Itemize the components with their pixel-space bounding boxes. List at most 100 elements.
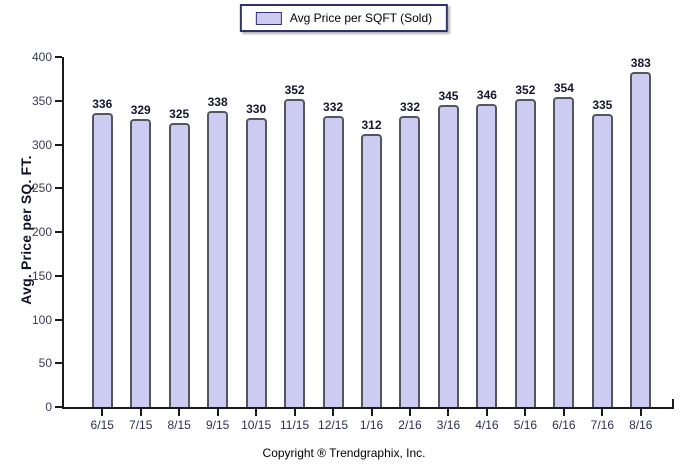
bar-value-label: 345 bbox=[438, 89, 459, 103]
y-tick-label: 400 bbox=[31, 50, 52, 64]
x-tick-label: 1/16 bbox=[359, 418, 384, 432]
bar-value-label: 335 bbox=[592, 98, 613, 112]
bar: 332 bbox=[399, 100, 421, 407]
y-tick bbox=[55, 187, 62, 190]
x-tick bbox=[255, 409, 258, 416]
y-tick-label: 200 bbox=[31, 225, 52, 239]
bar-slot: 338 9/15 bbox=[198, 57, 236, 432]
x-axis-end-tick bbox=[672, 399, 674, 407]
y-tick bbox=[55, 406, 62, 408]
x-tick bbox=[639, 409, 642, 416]
bar: 312 bbox=[361, 118, 383, 407]
bar-value-label: 354 bbox=[553, 81, 574, 95]
bar-value-label: 352 bbox=[284, 83, 305, 97]
y-tick bbox=[55, 318, 62, 321]
bar-slot: 346 4/16 bbox=[468, 57, 506, 432]
x-tick-label: 8/15 bbox=[167, 418, 191, 432]
bar-slot: 345 3/16 bbox=[429, 57, 467, 432]
bar-value-label: 325 bbox=[169, 107, 190, 121]
y-tick-label: 350 bbox=[31, 93, 52, 108]
bar: 352 bbox=[284, 83, 306, 407]
x-tick-label: 12/15 bbox=[318, 418, 349, 432]
y-tick bbox=[55, 99, 62, 102]
bar-value-label: 332 bbox=[323, 100, 344, 114]
x-tick-label: 2/16 bbox=[398, 418, 422, 432]
bar-slot: 354 6/16 bbox=[545, 57, 583, 432]
bar: 332 bbox=[322, 100, 344, 407]
y-tick-label: 150 bbox=[31, 268, 52, 283]
x-tick bbox=[178, 409, 181, 416]
x-tick-label: 11/15 bbox=[280, 418, 310, 432]
x-tick bbox=[447, 409, 450, 416]
bar-slot: 383 8/16 bbox=[622, 56, 660, 432]
y-tick bbox=[55, 231, 62, 233]
plot-area: 0 50 100 150 200 250 300 350 400 336 6/15 329 7/15 3… bbox=[32, 50, 674, 432]
bar-value-label: 332 bbox=[399, 100, 420, 114]
bar-value-label: 346 bbox=[476, 88, 497, 102]
y-tick-label: 250 bbox=[31, 181, 52, 196]
copyright-text: Copyright ® Trendgraphix, Inc. bbox=[262, 446, 426, 460]
bar-value-label: 329 bbox=[130, 103, 151, 117]
legend-swatch-icon bbox=[255, 11, 282, 25]
y-tick bbox=[55, 362, 62, 365]
bar-slot: 332 12/15 bbox=[314, 57, 352, 432]
bar-slot: 325 8/15 bbox=[160, 57, 198, 432]
bar: 329 bbox=[130, 103, 152, 407]
x-tick-label: 7/15 bbox=[129, 418, 153, 432]
x-tick-label: 6/15 bbox=[90, 418, 114, 432]
x-tick-label: 10/15 bbox=[241, 418, 272, 432]
bar: 346 bbox=[476, 88, 498, 407]
bar-slot: 336 6/15 bbox=[83, 57, 121, 432]
bar-slot: 312 1/16 bbox=[352, 57, 390, 432]
x-tick-label: 3/16 bbox=[436, 418, 461, 432]
x-tick bbox=[524, 409, 527, 416]
bar: 383 bbox=[630, 56, 652, 407]
bar-slot: 352 11/15 bbox=[275, 57, 313, 432]
x-tick bbox=[101, 409, 104, 416]
x-tick bbox=[332, 409, 335, 416]
x-tick bbox=[216, 409, 219, 416]
y-tick-label: 100 bbox=[31, 312, 52, 327]
legend-label: Avg Price per SQFT (Sold) bbox=[289, 11, 433, 25]
y-tick bbox=[55, 56, 62, 58]
bar: 330 bbox=[245, 102, 267, 407]
bar-slot: 329 7/15 bbox=[121, 57, 159, 432]
bar-value-label: 383 bbox=[630, 56, 651, 70]
x-tick bbox=[408, 409, 411, 416]
x-tick-label: 7/16 bbox=[590, 418, 615, 432]
x-tick-label: 5/16 bbox=[513, 418, 538, 432]
bar: 335 bbox=[591, 98, 613, 407]
bar: 352 bbox=[514, 83, 536, 407]
bar: 325 bbox=[168, 107, 190, 407]
bar-value-label: 330 bbox=[246, 102, 267, 116]
bar-value-label: 336 bbox=[92, 97, 113, 111]
bar-slot: 335 7/16 bbox=[583, 57, 621, 432]
x-tick bbox=[370, 409, 373, 416]
y-tick bbox=[55, 143, 62, 146]
x-tick bbox=[601, 409, 604, 416]
bar-value-label: 352 bbox=[515, 83, 536, 97]
x-tick bbox=[293, 409, 296, 416]
x-tick-label: 9/15 bbox=[205, 418, 230, 432]
x-tick bbox=[139, 409, 142, 416]
bar: 336 bbox=[91, 97, 113, 407]
x-tick-label: 8/16 bbox=[629, 418, 653, 432]
y-tick bbox=[55, 274, 62, 277]
bar-slot: 352 5/16 bbox=[506, 57, 544, 432]
bar-value-label: 338 bbox=[207, 95, 228, 109]
bar-slot: 330 10/15 bbox=[237, 57, 275, 432]
x-tick-label: 4/16 bbox=[475, 418, 499, 432]
bar: 354 bbox=[553, 81, 575, 407]
bar: 345 bbox=[437, 89, 459, 407]
x-tick bbox=[485, 409, 488, 416]
y-tick-label: 0 bbox=[45, 400, 52, 414]
x-tick bbox=[562, 409, 565, 416]
bar: 338 bbox=[207, 95, 229, 407]
y-tick-label: 50 bbox=[38, 356, 52, 371]
legend: Avg Price per SQFT (Sold) bbox=[239, 4, 449, 32]
y-tick-label: 300 bbox=[31, 137, 52, 152]
bars-container: 336 6/15 329 7/15 325 8/15 338 9/15 330 10/15 352 1… bbox=[83, 56, 660, 432]
x-tick-label: 6/16 bbox=[552, 418, 576, 432]
bar-slot: 332 2/16 bbox=[391, 57, 429, 432]
